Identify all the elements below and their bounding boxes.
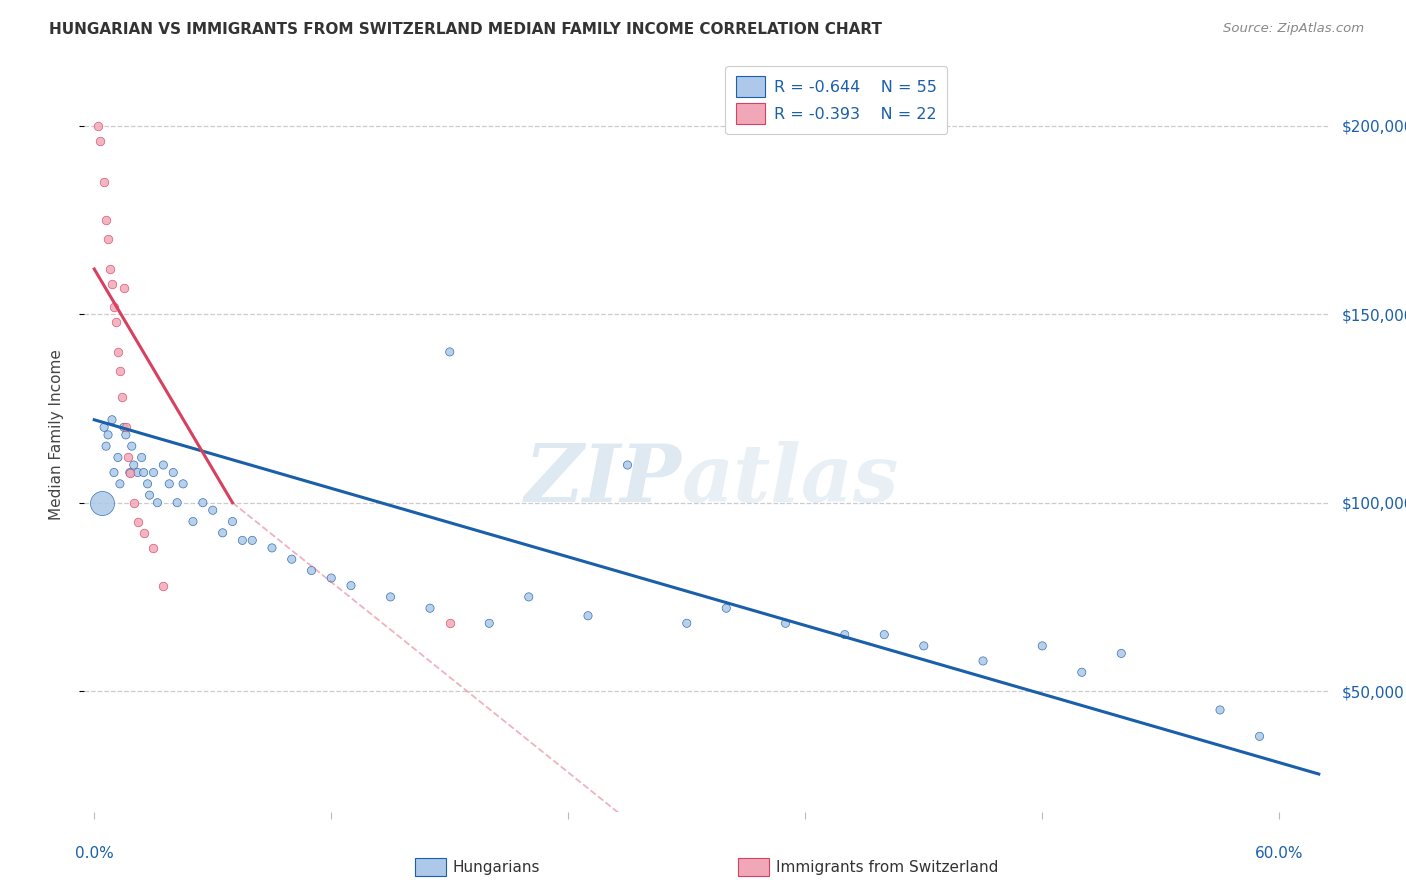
Point [972, 654, 994, 668]
Point [517, 590, 540, 604]
Point [98, 262, 121, 277]
Point [108, 364, 131, 378]
Point [873, 627, 896, 641]
Point [321, 571, 343, 585]
Point [104, 315, 127, 329]
Point [191, 496, 214, 510]
Point [157, 476, 180, 491]
Point [136, 476, 159, 491]
Text: HUNGARIAN VS IMMIGRANTS FROM SWITZERLAND MEDIAN FAMILY INCOME CORRELATION CHART: HUNGARIAN VS IMMIGRANTS FROM SWITZERLAND… [49, 22, 882, 37]
Text: Immigrants from Switzerland: Immigrants from Switzerland [776, 860, 998, 874]
Point [94, 439, 117, 453]
Point [121, 439, 143, 453]
Point [1111, 647, 1133, 661]
Point [97, 232, 120, 246]
Point [1031, 639, 1053, 653]
Point [127, 515, 149, 529]
Point [912, 639, 935, 653]
Point [419, 601, 441, 615]
Point [146, 496, 169, 510]
Point [616, 458, 638, 472]
Point [142, 541, 165, 555]
Point [118, 466, 141, 480]
Point [675, 616, 697, 631]
Text: 0.0%: 0.0% [75, 846, 114, 861]
Legend: R = -0.644    N = 55, R = -0.393    N = 22: R = -0.644 N = 55, R = -0.393 N = 22 [725, 66, 948, 134]
Point [380, 590, 402, 604]
Point [260, 541, 283, 555]
Point [107, 345, 129, 359]
Point [97, 427, 120, 442]
Text: 60.0%: 60.0% [1256, 846, 1303, 861]
Point [117, 450, 139, 465]
Point [152, 458, 174, 472]
Point [108, 476, 131, 491]
Point [132, 466, 155, 480]
Y-axis label: Median Family Income: Median Family Income [49, 350, 63, 520]
Point [152, 578, 174, 592]
Point [115, 420, 138, 434]
Point [478, 616, 501, 631]
Text: Source: ZipAtlas.com: Source: ZipAtlas.com [1223, 22, 1364, 36]
Point [138, 488, 160, 502]
Point [132, 525, 155, 540]
Point [101, 277, 124, 291]
Point [166, 496, 188, 510]
Point [439, 616, 461, 631]
Point [231, 533, 253, 548]
Point [301, 564, 323, 578]
Point [118, 466, 141, 480]
Point [103, 466, 125, 480]
Point [1209, 703, 1232, 717]
Point [131, 450, 153, 465]
Point [103, 300, 125, 314]
Point [211, 525, 233, 540]
Point [834, 627, 856, 641]
Point [142, 466, 165, 480]
Point [716, 601, 738, 615]
Text: ZIP: ZIP [524, 442, 682, 519]
Point [221, 515, 243, 529]
Point [101, 413, 124, 427]
Point [1249, 730, 1271, 744]
Point [576, 608, 599, 623]
Point [127, 466, 149, 480]
Text: atlas: atlas [682, 442, 898, 519]
Point [112, 420, 135, 434]
Point [340, 578, 363, 592]
Point [112, 281, 135, 295]
Point [111, 390, 134, 404]
Point [122, 496, 145, 510]
Point [89, 134, 111, 148]
Point [172, 476, 194, 491]
Point [439, 345, 461, 359]
Point [107, 450, 129, 465]
Point [122, 458, 145, 472]
Point [201, 503, 224, 517]
Point [181, 515, 204, 529]
Point [775, 616, 797, 631]
Point [240, 533, 263, 548]
Point [91, 496, 114, 510]
Text: Hungarians: Hungarians [453, 860, 540, 874]
Point [94, 213, 117, 227]
Point [93, 420, 115, 434]
Point [93, 175, 115, 189]
Point [281, 552, 304, 566]
Point [115, 427, 138, 442]
Point [1070, 665, 1092, 680]
Point [87, 119, 110, 133]
Point [162, 466, 184, 480]
